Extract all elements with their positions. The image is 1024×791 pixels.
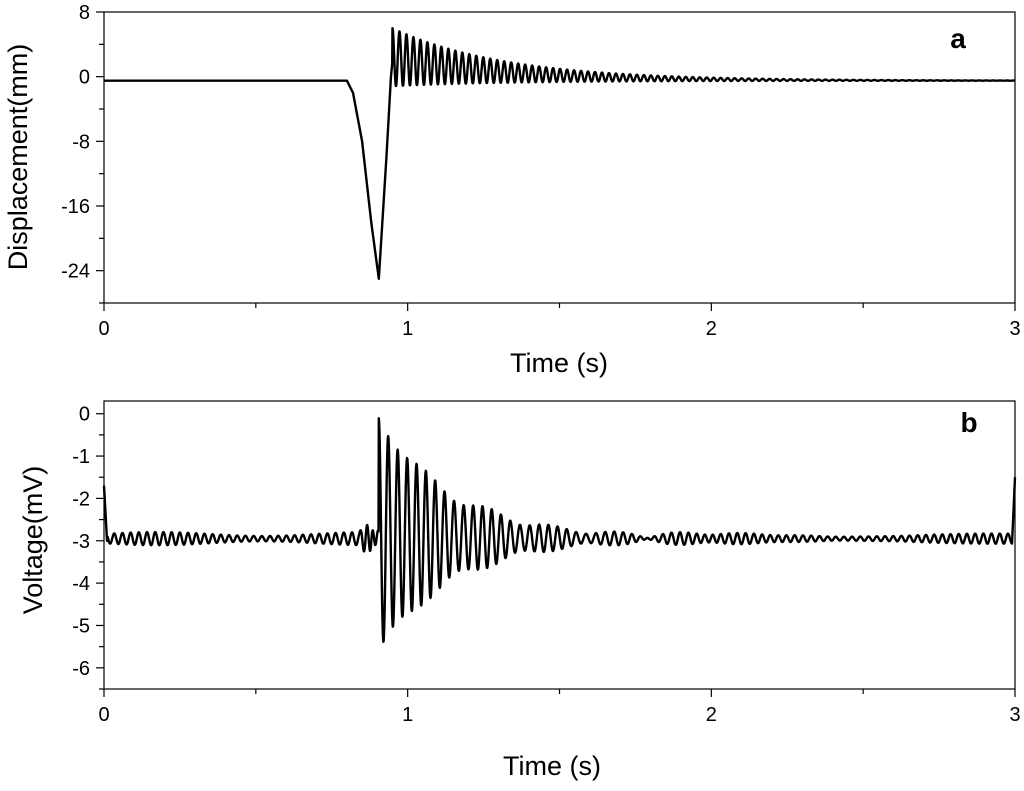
x-tick-label: 2 <box>706 318 717 340</box>
displacement-series-line <box>103 26 1016 280</box>
panel-label-b: b <box>960 407 977 438</box>
y-tick-label: 0 <box>79 404 90 426</box>
y-tick-label: -8 <box>72 131 90 153</box>
panel-label-a: a <box>950 23 966 54</box>
voltage-series-line <box>102 417 1017 643</box>
y-tick-label: 0 <box>79 67 90 89</box>
y-tick-label: -3 <box>72 531 90 553</box>
plot-frame <box>103 400 1016 690</box>
axis-ticks: 0 1 2 3 8 0 -8 -16 -24 <box>61 2 1020 340</box>
y-tick-label: -16 <box>61 196 90 218</box>
x-tick-label: 0 <box>98 704 109 726</box>
x-tick-label: 1 <box>402 704 413 726</box>
y-tick-label: -6 <box>72 658 90 680</box>
x-tick-label: 3 <box>1009 704 1020 726</box>
plot-frame <box>103 11 1016 304</box>
y-axis-title-a: Displacement(mm) <box>3 44 33 271</box>
x-tick-label: 0 <box>98 318 109 340</box>
y-axis-title-b: Voltage(mV) <box>18 466 48 615</box>
y-tick-label: 8 <box>79 2 90 24</box>
y-tick-label: -2 <box>72 488 90 510</box>
y-tick-label: -24 <box>61 261 90 283</box>
axis-ticks: 0 1 2 3 0 -1 -2 -3 -4 -5 -6 <box>72 404 1020 726</box>
x-tick-label: 1 <box>402 318 413 340</box>
voltage-panel: 0 1 2 3 0 -1 -2 -3 -4 -5 -6 b Time (s) Voltage(mV) <box>18 400 1021 781</box>
x-axis-title-a: Time (s) <box>510 348 608 378</box>
displacement-panel: 0 1 2 3 8 0 -8 -16 -24 a Time (s) Displacement(m… <box>3 2 1021 378</box>
y-tick-label: -1 <box>72 446 90 468</box>
y-tick-label: -4 <box>72 573 90 595</box>
x-tick-label: 2 <box>706 704 717 726</box>
x-tick-label: 3 <box>1009 318 1020 340</box>
y-tick-label: -5 <box>72 615 90 637</box>
x-axis-title-b: Time (s) <box>503 751 601 781</box>
